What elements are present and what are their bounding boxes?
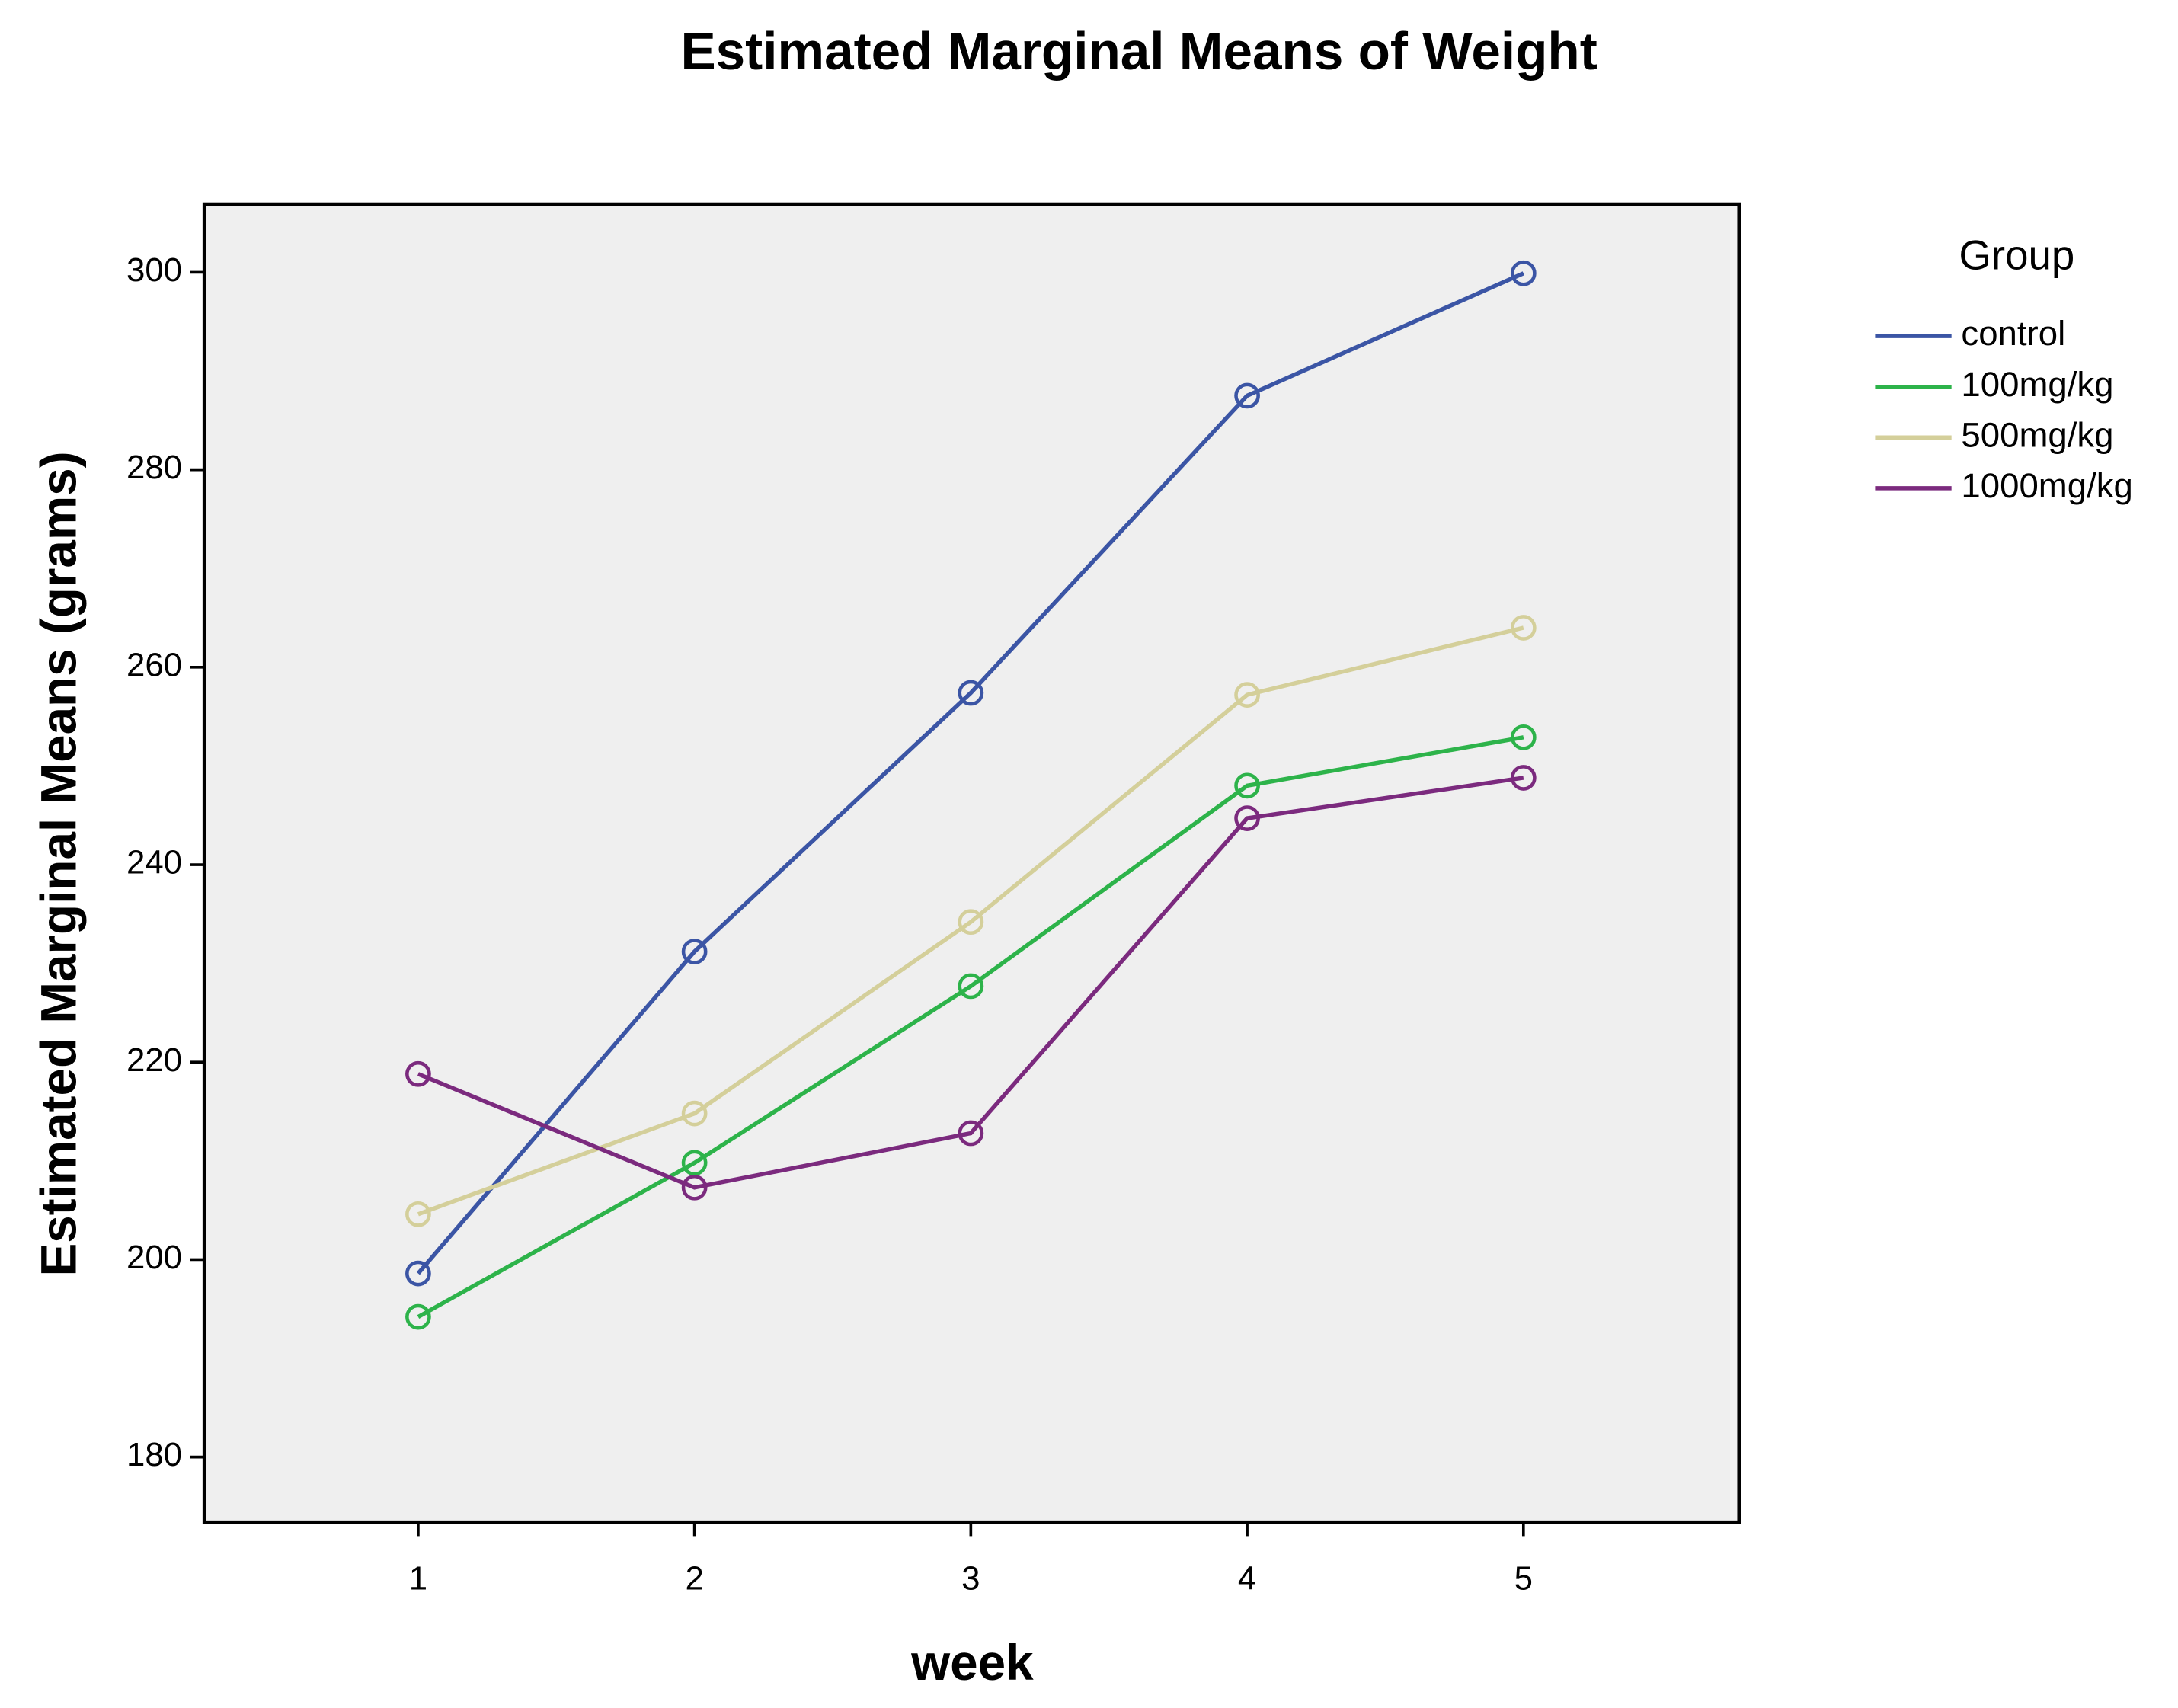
y-tick-label: 240 — [126, 844, 182, 881]
chart-title: Estimated Marginal Means of Weight — [680, 21, 1597, 81]
marker — [681, 1150, 708, 1176]
marker — [405, 1260, 431, 1287]
x-tick-label: 1 — [409, 1559, 427, 1597]
marker — [1510, 615, 1537, 641]
x-tick-label: 5 — [1514, 1559, 1533, 1597]
marker — [1510, 724, 1537, 750]
marker — [1510, 765, 1537, 791]
marker — [958, 1120, 984, 1147]
y-tick-label: 280 — [126, 449, 182, 486]
x-tick-label: 3 — [961, 1559, 980, 1597]
marker — [958, 909, 984, 936]
series-line — [417, 776, 1524, 1190]
marker — [958, 680, 984, 706]
legend-label: 500mg/kg — [1961, 415, 2113, 454]
y-tick-label: 220 — [126, 1041, 182, 1079]
y-tick-label: 180 — [126, 1436, 182, 1473]
legend-label: 1000mg/kg — [1961, 466, 2132, 505]
x-tick-label: 2 — [685, 1559, 703, 1597]
x-tick-label: 4 — [1238, 1559, 1256, 1597]
marker — [405, 1201, 431, 1227]
marker — [405, 1060, 431, 1087]
marker — [1234, 805, 1260, 831]
legend-title: Group — [1959, 232, 2074, 279]
marker — [681, 1174, 708, 1201]
series-line — [417, 625, 1524, 1217]
legend-label: control — [1961, 314, 2065, 353]
plot-area — [202, 202, 1741, 1524]
marker — [958, 973, 984, 1000]
x-axis-label: week — [910, 1635, 1034, 1690]
y-axis-label: Estimated Marginal Means (grams) — [31, 451, 87, 1276]
marker — [681, 1100, 708, 1127]
marker — [1510, 260, 1537, 286]
marker — [1234, 772, 1260, 799]
legend-label: 100mg/kg — [1961, 365, 2113, 404]
y-tick-label: 200 — [126, 1239, 182, 1276]
marker — [1234, 382, 1260, 409]
marker — [405, 1303, 431, 1330]
series-line — [416, 271, 1524, 1275]
marker — [681, 939, 708, 964]
y-tick-label: 260 — [126, 646, 182, 683]
series-line — [417, 735, 1524, 1319]
marker — [1234, 682, 1260, 708]
y-tick-label: 300 — [126, 251, 182, 289]
